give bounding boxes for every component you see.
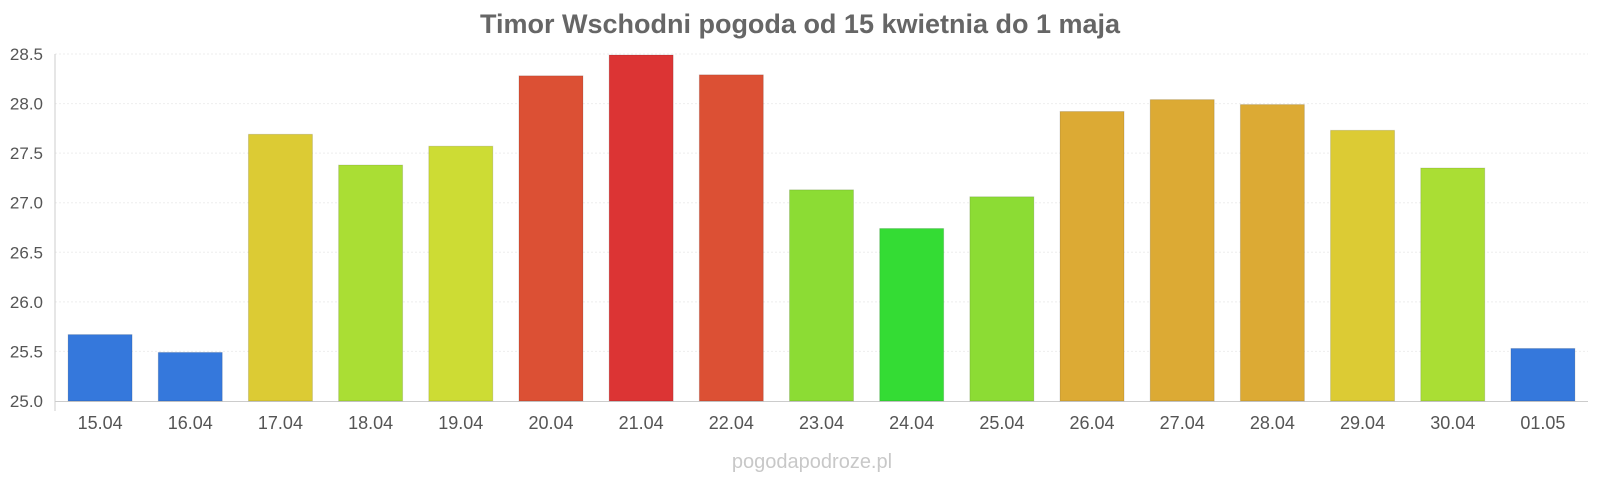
bar-29.04[interactable] — [1330, 129, 1396, 402]
bar-21.04[interactable] — [608, 54, 674, 402]
x-axis-ticks: 15.04 16.04 17.04 18.04 19.04 20.04 21.04 22.04… — [78, 413, 1566, 433]
bar-24.04[interactable] — [879, 227, 945, 402]
x-tick-label: 19.04 — [438, 413, 483, 433]
bar-23.04[interactable] — [789, 189, 854, 402]
bar-16.04[interactable] — [157, 351, 223, 402]
x-tick-label: 01.05 — [1520, 413, 1565, 433]
bar-27.04[interactable] — [1149, 99, 1215, 402]
y-tick-label: 25.5 — [10, 342, 43, 361]
x-tick-label: 16.04 — [168, 413, 213, 433]
x-tick-label: 29.04 — [1340, 413, 1385, 433]
chart-title: Timor Wschodni pogoda od 15 kwietnia do … — [480, 9, 1121, 39]
x-tick-label: 24.04 — [889, 413, 934, 433]
x-tick-label: 22.04 — [709, 413, 754, 433]
x-tick-label: 21.04 — [619, 413, 664, 433]
bar-01.05[interactable] — [1510, 347, 1576, 402]
x-tick-label: 27.04 — [1160, 413, 1205, 433]
x-tick-label: 30.04 — [1430, 413, 1475, 433]
bar-19.04[interactable] — [428, 145, 494, 402]
bar-15.04[interactable] — [67, 334, 133, 402]
y-axis-ticks: 25.0 25.5 26.0 26.5 27.0 27.5 28.0 28.5 — [10, 45, 43, 411]
y-tick-label: 26.5 — [10, 243, 43, 262]
bar-30.04[interactable] — [1420, 167, 1486, 402]
bar-18.04[interactable] — [338, 164, 404, 402]
y-tick-label: 28.0 — [10, 95, 43, 114]
y-tick-label: 25.0 — [10, 392, 43, 411]
y-tick-label: 26.0 — [10, 293, 43, 312]
bar-26.04[interactable] — [1059, 111, 1125, 402]
y-tick-label: 27.0 — [10, 194, 43, 213]
bar-22.04[interactable] — [698, 74, 764, 402]
bar-25.04[interactable] — [969, 196, 1035, 402]
x-tick-label: 25.04 — [979, 413, 1024, 433]
x-tick-label: 26.04 — [1070, 413, 1115, 433]
y-tick-label: 28.5 — [10, 45, 43, 64]
x-tick-label: 28.04 — [1250, 413, 1295, 433]
y-tick-label: 27.5 — [10, 144, 43, 163]
x-tick-label: 15.04 — [78, 413, 123, 433]
bar-17.04[interactable] — [247, 133, 313, 402]
x-tick-label: 20.04 — [528, 413, 573, 433]
x-tick-label: 17.04 — [258, 413, 303, 433]
bar-28.04[interactable] — [1239, 104, 1305, 402]
x-tick-label: 23.04 — [799, 413, 844, 433]
bar-20.04[interactable] — [518, 75, 584, 402]
bars — [67, 54, 1576, 402]
x-tick-label: 18.04 — [348, 413, 393, 433]
watermark-text: pogodapodroze.pl — [732, 451, 892, 473]
